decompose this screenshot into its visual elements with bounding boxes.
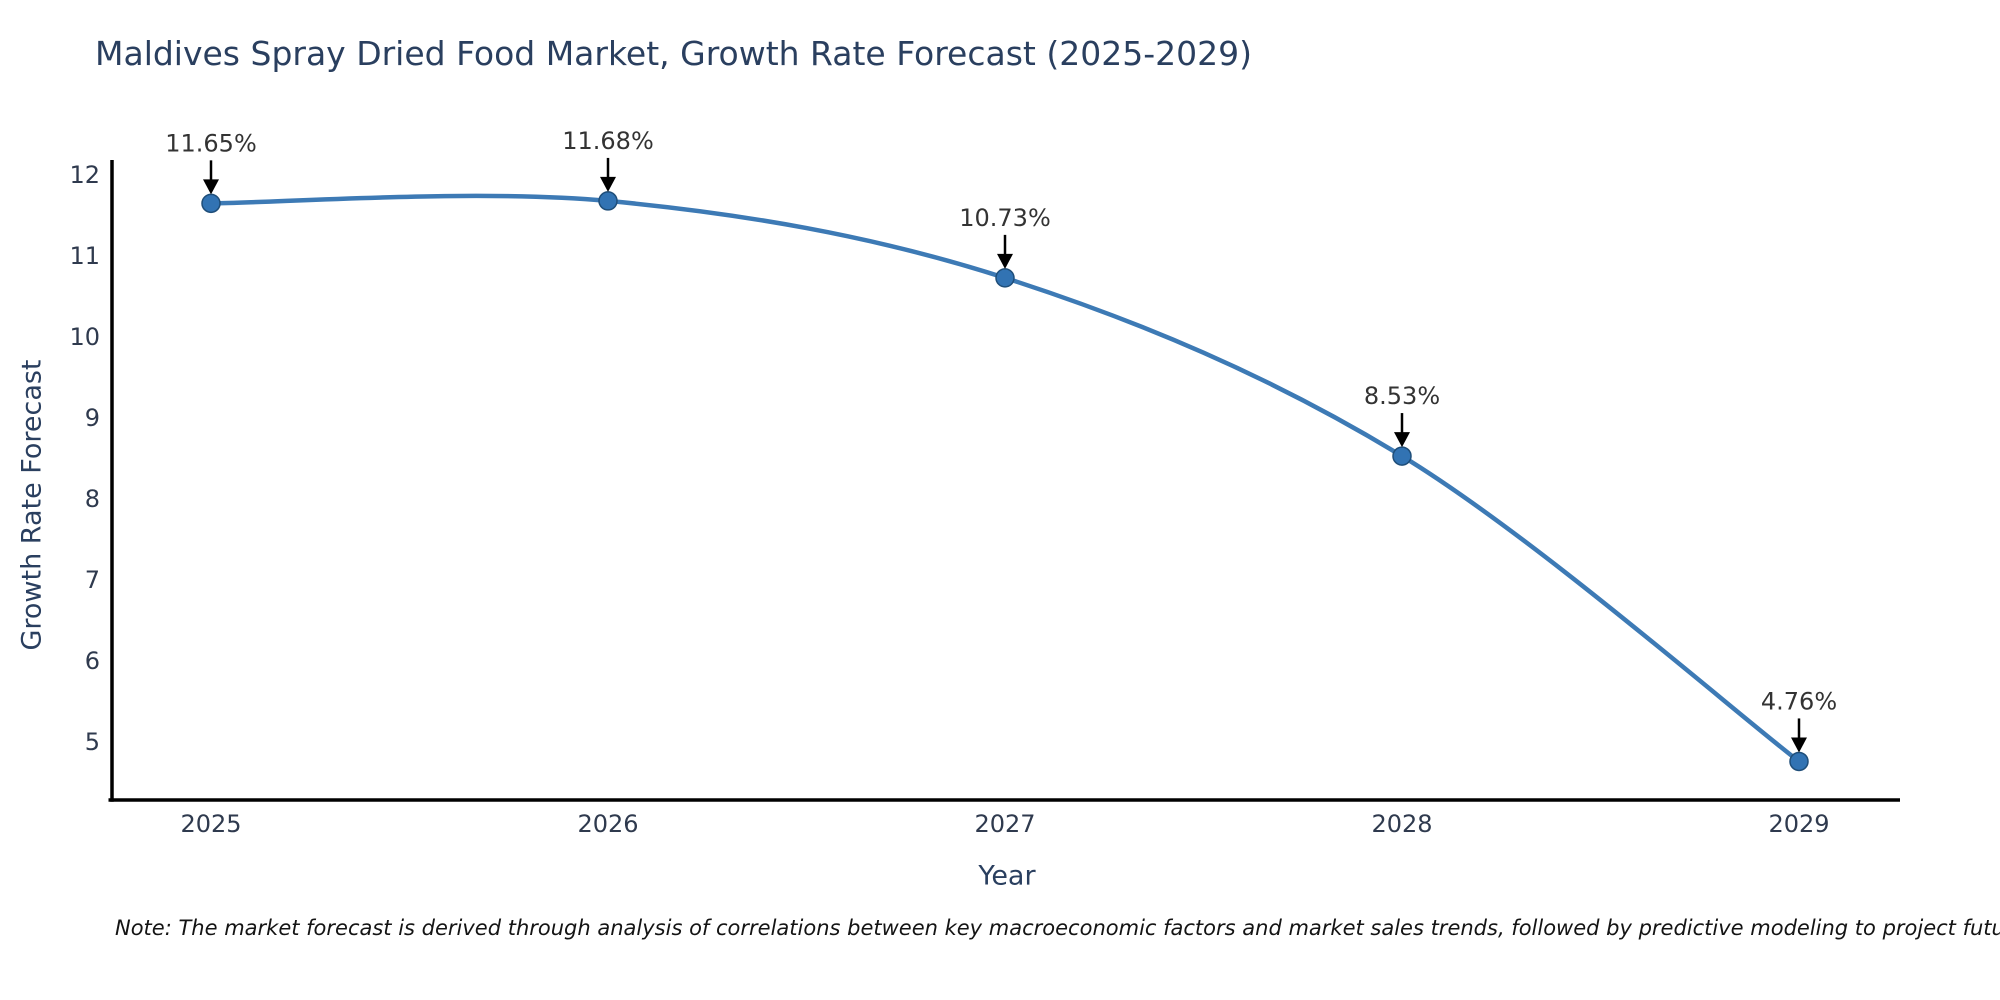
- x-tick-label: 2026: [577, 810, 638, 838]
- x-tick-label: 2025: [180, 810, 241, 838]
- x-tick-label: 2027: [974, 810, 1035, 838]
- annotation-arrow-head: [1394, 432, 1410, 448]
- y-tick-label: 8: [85, 485, 100, 513]
- annotation-arrow-head: [203, 179, 219, 195]
- y-tick-label: 12: [69, 161, 100, 189]
- y-tick-label: 10: [69, 323, 100, 351]
- data-point-marker: [1392, 446, 1412, 466]
- footnote: Note: The market forecast is derived thr…: [115, 916, 2000, 940]
- point-value-label: 10.73%: [959, 204, 1051, 232]
- y-axis-title: Growth Rate Forecast: [16, 359, 48, 651]
- data-point-marker: [598, 191, 618, 211]
- y-tick-label: 11: [69, 242, 100, 270]
- data-point-marker: [995, 268, 1015, 288]
- y-tick-label: 9: [85, 404, 100, 432]
- point-value-label: 4.76%: [1761, 687, 1837, 715]
- annotation-arrow-head: [1791, 737, 1807, 753]
- y-tick-label: 5: [85, 728, 100, 756]
- data-point-marker: [1789, 751, 1809, 772]
- point-value-label: 11.68%: [562, 127, 654, 155]
- chart-title: Maldives Spray Dried Food Market, Growth…: [95, 34, 1252, 73]
- x-axis-title: Year: [978, 860, 1036, 892]
- trend-line: [208, 193, 1802, 764]
- point-value-label: 11.65%: [165, 129, 257, 157]
- annotation-arrow-head: [997, 253, 1013, 269]
- x-tick-label: 2028: [1371, 810, 1432, 838]
- data-point-marker: [201, 193, 221, 214]
- point-value-label: 8.53%: [1364, 382, 1440, 410]
- annotation-arrow-head: [600, 176, 616, 192]
- y-tick-label: 7: [85, 566, 100, 594]
- y-tick-label: 6: [85, 647, 100, 675]
- x-tick-label: 2029: [1768, 810, 1829, 838]
